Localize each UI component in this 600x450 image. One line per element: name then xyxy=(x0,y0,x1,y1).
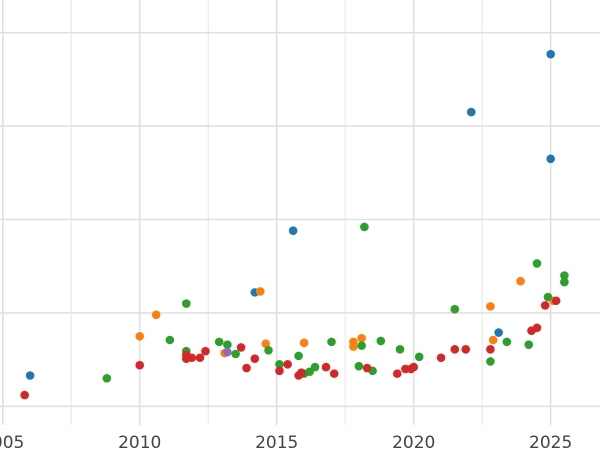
scatter-point xyxy=(102,373,112,383)
scatter-point xyxy=(360,222,369,232)
scatter-point xyxy=(255,287,265,296)
scatter-point xyxy=(250,354,260,363)
scatter-point xyxy=(409,362,418,372)
scatter-point xyxy=(362,363,372,373)
scatter-point xyxy=(560,277,569,287)
scatter-point xyxy=(546,154,555,164)
scatter-point xyxy=(532,323,542,333)
scatter-point xyxy=(214,337,224,347)
scatter-point xyxy=(486,345,495,354)
scatter-point xyxy=(540,301,550,310)
scatter-point xyxy=(461,345,471,354)
x-axis-tick-labels: 2005 2010 2015 2020 2025 xyxy=(0,433,572,450)
scatter-point xyxy=(321,362,331,372)
x-tick-label: 2020 xyxy=(392,433,435,450)
scatter-point xyxy=(450,345,460,354)
scatter-point xyxy=(275,359,284,369)
scatter-point xyxy=(294,351,303,361)
scatter-point xyxy=(543,292,553,302)
x-tick-label: 2010 xyxy=(118,433,161,450)
scatter-point xyxy=(516,276,525,286)
scatter-point xyxy=(264,345,273,355)
scatter-point xyxy=(275,366,284,376)
scatter-point xyxy=(242,363,251,373)
scatter-point xyxy=(354,361,364,371)
scatter-point xyxy=(532,259,542,268)
scatter-point xyxy=(502,337,512,347)
scatter-point xyxy=(486,357,495,366)
x-tick-label: 2015 xyxy=(255,433,298,450)
scatter-point xyxy=(357,333,366,343)
scatter-point xyxy=(187,353,197,363)
scatter-point xyxy=(236,343,246,352)
scatter-point xyxy=(560,271,569,280)
x-tick-label: 2025 xyxy=(529,433,572,450)
x-tick-label: 2005 xyxy=(0,433,24,450)
scatter-point xyxy=(546,49,555,59)
scatter-point xyxy=(223,347,232,357)
scatter-point xyxy=(436,353,446,363)
scatter-point xyxy=(20,390,29,400)
scatter-point xyxy=(327,337,336,347)
scatter-point xyxy=(297,368,306,377)
data-points xyxy=(20,49,569,400)
scatter-point xyxy=(261,339,271,349)
scatter-point xyxy=(310,362,320,372)
scatter-point xyxy=(165,335,175,345)
scatter-point xyxy=(376,336,386,346)
scatter-point xyxy=(524,340,534,349)
scatter-point xyxy=(151,310,161,320)
scatter-point xyxy=(135,360,145,370)
scatter-point xyxy=(288,226,298,236)
scatter-point xyxy=(283,359,292,369)
scatter-point xyxy=(223,340,232,349)
scatter-point xyxy=(551,296,561,306)
scatter-point xyxy=(466,107,476,117)
scatter-point xyxy=(357,341,366,350)
scatter-point xyxy=(349,337,358,347)
scatter-point xyxy=(201,346,210,356)
gridlines xyxy=(0,0,600,425)
scatter-point xyxy=(395,345,405,354)
scatter-point xyxy=(392,369,402,378)
scatter-point xyxy=(135,331,145,341)
scatter-point xyxy=(195,353,205,363)
scatter-point xyxy=(450,304,460,314)
scatter-point xyxy=(329,369,339,378)
scatter-point xyxy=(299,338,309,348)
scatter-point xyxy=(231,349,240,359)
scatter-point xyxy=(414,352,424,362)
scatter-point xyxy=(25,371,35,380)
scatter-point xyxy=(486,302,495,311)
scatter-point xyxy=(182,299,191,308)
scatter-point xyxy=(488,335,498,345)
scatter-point xyxy=(494,328,503,337)
